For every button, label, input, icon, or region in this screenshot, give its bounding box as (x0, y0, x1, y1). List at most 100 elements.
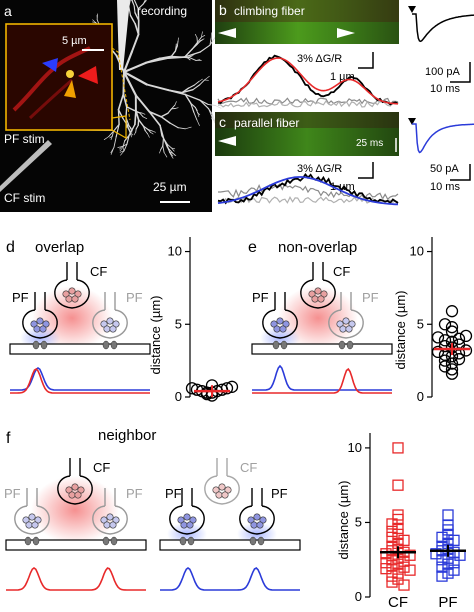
panel-e: e non-overlap CF PF PF (248, 239, 392, 393)
main-scale-label: 25 µm (153, 180, 187, 194)
dendrite-branch (134, 6, 135, 13)
pf-vesicle (251, 522, 257, 528)
spine (103, 341, 109, 349)
cf-vesicle (72, 484, 78, 490)
y-tick-label: 10 (348, 440, 362, 455)
pf-vesicle (187, 522, 193, 528)
pf-label-d-left: PF (12, 290, 29, 305)
data-point (387, 571, 397, 581)
time-scale-label-b: 10 ms (430, 83, 460, 95)
spine (33, 537, 39, 545)
pf-label-f2-left: PF (165, 486, 182, 501)
cf-cell-f2 (205, 458, 239, 504)
data-point (433, 332, 444, 343)
data-point (393, 480, 403, 490)
pf-vesicle (34, 326, 40, 332)
y-tick-label: 0 (355, 589, 362, 604)
pf-vesicle-faded (340, 326, 346, 332)
cf-vesicle-faded (219, 484, 225, 490)
epsc-b-arrowhead (408, 6, 416, 13)
cf-vesicle (315, 288, 321, 294)
cf-label-d: CF (90, 264, 107, 279)
cf-vesicle (69, 492, 75, 498)
data-point (447, 306, 458, 317)
pf-label-f1-right: PF (126, 486, 143, 501)
scale-bar-b (358, 52, 373, 68)
spine (347, 341, 353, 349)
trace-b-gray-1 (218, 98, 398, 104)
cf-vesicle (72, 296, 78, 302)
pf-stim-label: PF stim (4, 132, 45, 146)
cf-vesicle (66, 296, 72, 302)
pf-vesicle (184, 514, 190, 520)
spine (188, 537, 194, 545)
pf-vesicle-faded (32, 522, 38, 528)
dendrite-branch (175, 47, 176, 51)
profile-f2-blue (160, 568, 300, 590)
pf-vesicle (280, 326, 286, 332)
spine (111, 341, 117, 349)
pf-vesicle-faded (110, 326, 116, 332)
dendrite-branch (171, 57, 181, 58)
y-tick-label: 10 (168, 244, 182, 259)
pf-vesicle (257, 522, 263, 528)
panel-letter-f: f (6, 430, 11, 447)
time-scale-label-c: 10 ms (430, 181, 460, 193)
y-tick-label: 0 (175, 389, 182, 404)
spine (273, 341, 279, 349)
data-point (461, 345, 472, 356)
y-tick-label: 5 (355, 514, 362, 529)
spine (33, 341, 39, 349)
chart-d-ylabel: distance (µm) (148, 295, 163, 374)
pf-vesicle-faded (343, 318, 349, 324)
chart-f-ylabel: distance (µm) (336, 480, 351, 559)
pf-label-f1-left: PF (4, 486, 21, 501)
dendrite-branch (123, 72, 124, 94)
dendrite-branch (215, 106, 221, 109)
inset-scale-label: 5 µm (62, 35, 87, 47)
epsc-trace-c (412, 124, 474, 152)
cf-vesicle (318, 296, 324, 302)
x-category-label: PF (438, 594, 457, 607)
panel-e-title: non-overlap (278, 239, 357, 256)
dendrite-d (10, 344, 150, 354)
pf-vesicle-faded (346, 326, 352, 332)
spine (250, 537, 256, 545)
pf-vesicle-faded (107, 318, 113, 324)
pf-vesicle-faded (107, 514, 113, 520)
pf-label-d-right: PF (126, 290, 143, 305)
panel-letter-a: a (4, 3, 12, 19)
pf-vesicle-faded (29, 514, 35, 520)
panel-letter-e: e (248, 239, 257, 256)
cf-stim-label: CF stim (4, 191, 45, 205)
data-point (461, 330, 472, 341)
panel-b-title: climbing fiber (234, 4, 305, 18)
data-point (443, 510, 453, 520)
cf-vesicle (75, 492, 81, 498)
pf-vesicle (37, 318, 43, 324)
cf-vesicle (69, 288, 75, 294)
spine (25, 537, 31, 545)
time-inset-label-c: 25 ms (356, 138, 383, 149)
y-tick-label: 10 (410, 244, 424, 259)
spine (111, 537, 117, 545)
trace-c-black (218, 175, 398, 204)
pf-vesicle (277, 318, 283, 324)
pf-vesicle-faded (104, 522, 110, 528)
inset-hotspot (66, 70, 74, 78)
panel-letter-b: b (219, 2, 227, 18)
data-point (440, 319, 451, 330)
spine (339, 341, 345, 349)
y-tick-label: 0 (417, 389, 424, 404)
spine (41, 341, 47, 349)
pf-vesicle (254, 514, 260, 520)
data-point (449, 565, 459, 575)
dendrite-branch (177, 41, 178, 46)
profile-e-blue (252, 366, 392, 390)
pf-label-e-left: PF (252, 290, 269, 305)
